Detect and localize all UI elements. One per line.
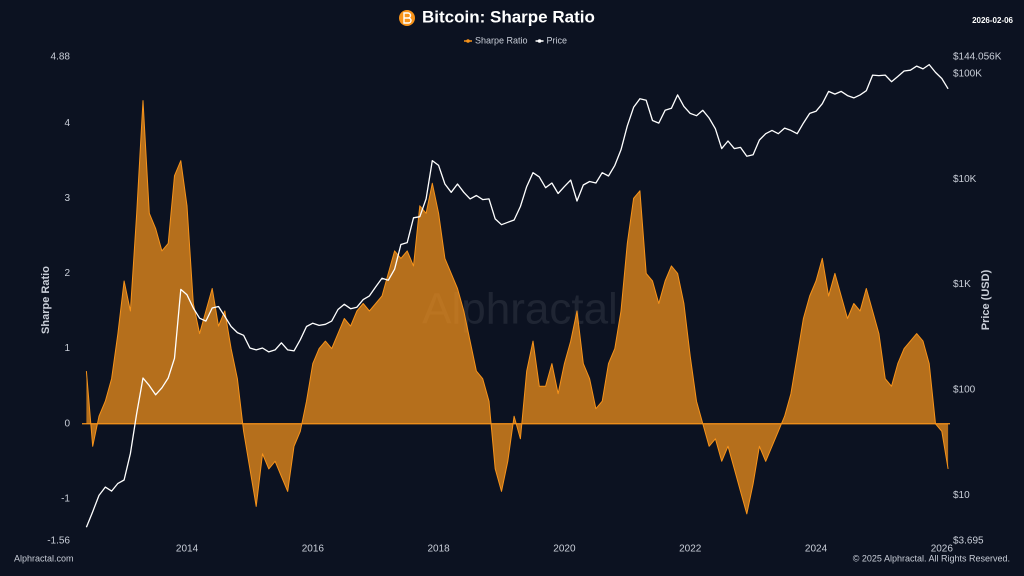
y2-tick-label: $144.056K [953,52,1002,63]
x-tick-label: 2018 [428,544,451,555]
series-line [85,63,949,528]
y-tick-label: 3 [64,193,70,204]
y2-tick-label: $1K [953,279,971,290]
y-tick-label: 2 [64,268,70,279]
x-tick-label: 2016 [302,544,325,555]
y2-tick-label: $10K [953,174,977,185]
y-tick-label: 0 [64,418,70,429]
series-line [85,100,949,515]
x-tick-label: 2020 [553,544,576,555]
x-tick-label: 2014 [176,544,199,555]
y2-tick-label: $3.695 [953,536,984,547]
y2-tick-label: $100K [953,68,982,79]
y-tick-label: -1.56 [47,536,70,547]
x-tick-label: 2024 [805,544,828,555]
y-tick-label: -1 [61,494,70,505]
y-axis-title: Sharpe Ratio [40,266,52,334]
copyright-label: © 2025 Alphractal. All Rights Reserved. [853,553,1010,563]
y2-tick-label: $10 [953,490,970,501]
y-tick-label: 4 [64,118,70,129]
chart-title: Bitcoin: Sharpe Ratio [422,7,595,26]
date-label: 2026-02-06 [972,16,1013,25]
y-tick-label: 4.88 [51,52,71,63]
icon-glyph [403,12,412,24]
legend: Sharpe Ratio Price [464,35,567,45]
x-tick-label: 2026 [931,544,954,555]
legend-label: Sharpe Ratio [475,35,528,45]
y2-axis-title: Price (USD) [980,269,992,330]
legend-label: Price [547,35,568,45]
x-tick-label: 2022 [679,544,702,555]
legend-dot [537,39,542,43]
plot-area: -1.56 -1 0 1 2 3 4 4.88 $3.695 $10 $100 $1K $10K $100… [47,52,1002,555]
y2-tick-label: $100 [953,385,976,396]
source-label: Alphractal.com [14,553,74,563]
y-tick-label: 1 [64,343,70,354]
legend-dot [466,39,470,43]
bitcoin-icon [399,10,415,26]
